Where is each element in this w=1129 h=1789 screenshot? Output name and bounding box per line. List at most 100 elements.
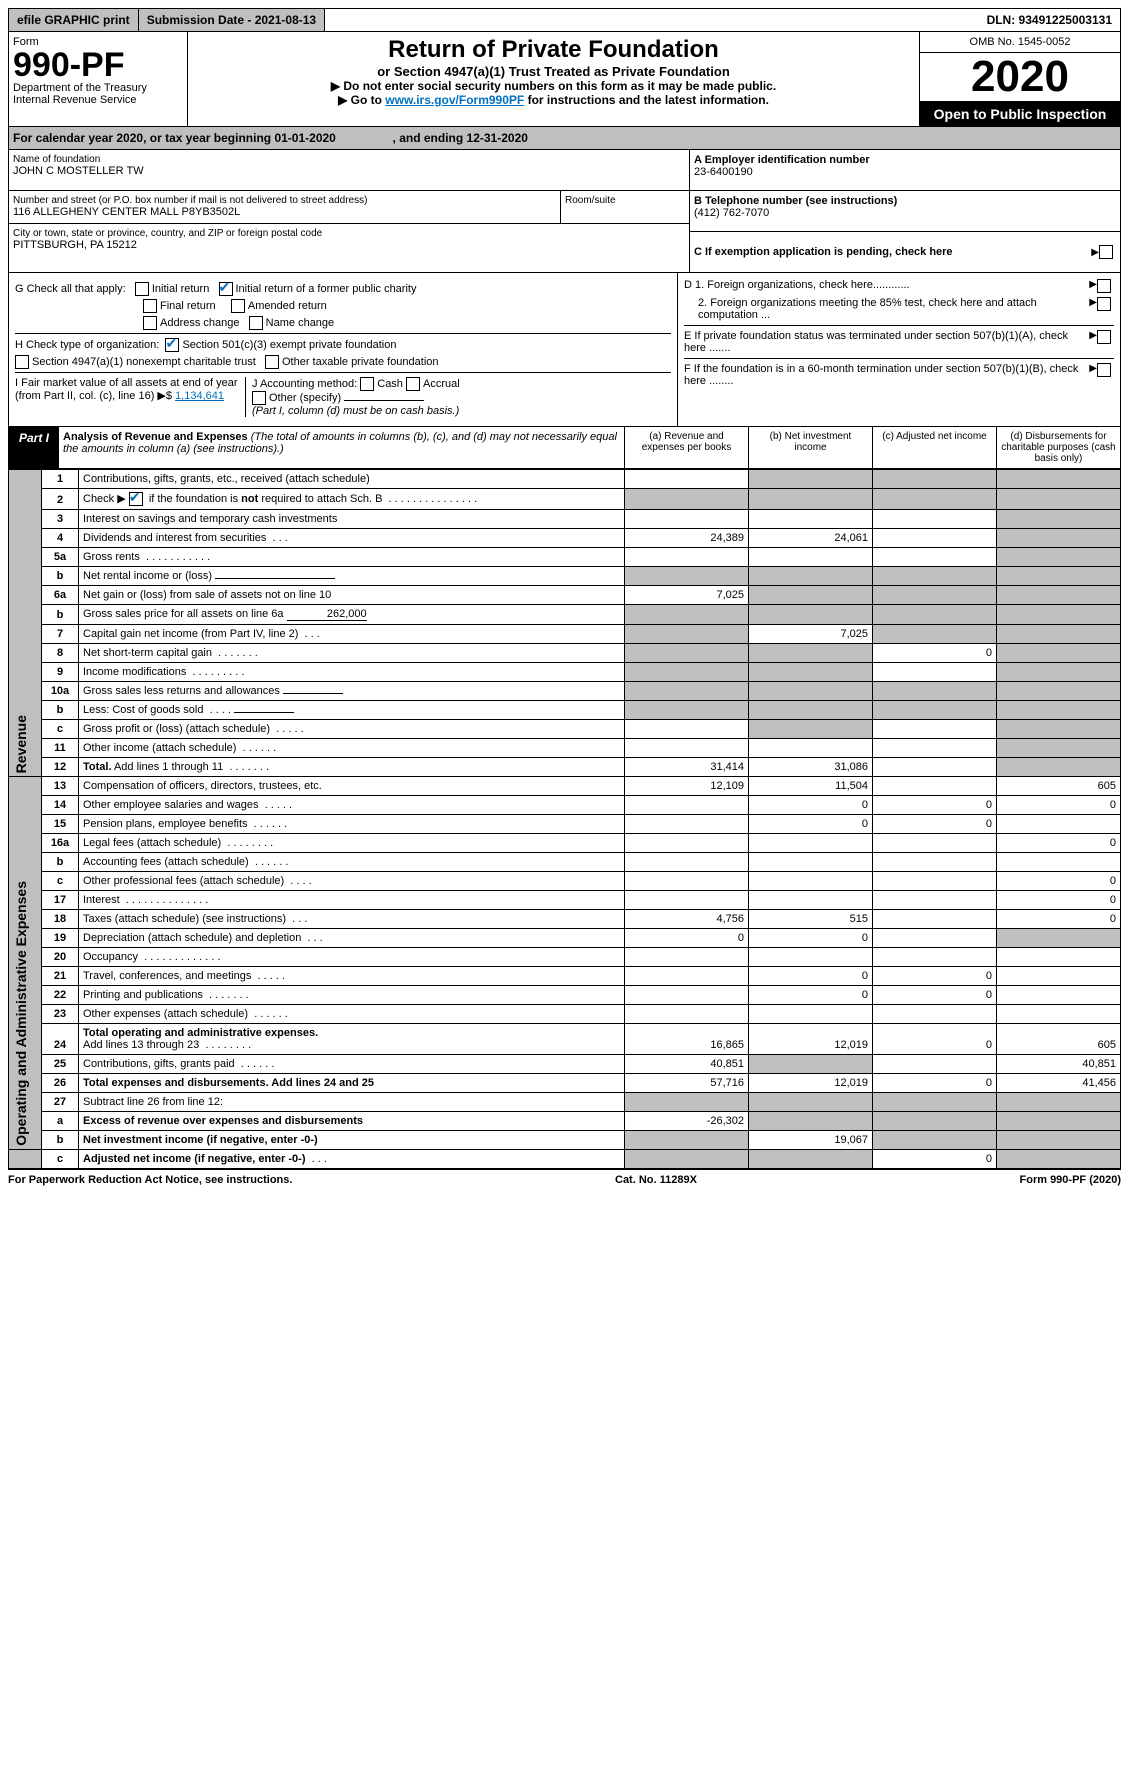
line-no: b — [42, 605, 79, 625]
other-taxable-label: Other taxable private foundation — [282, 356, 439, 368]
line-21-desc: Travel, conferences, and meetings . . . … — [79, 967, 625, 986]
line-25-a: 40,851 — [625, 1055, 749, 1074]
line-18-b: 515 — [749, 910, 873, 929]
d2-checkbox[interactable] — [1097, 297, 1111, 311]
d1-label: D 1. Foreign organizations, check here..… — [684, 279, 910, 291]
line-19-b: 0 — [749, 929, 873, 948]
line-no: c — [42, 1150, 79, 1169]
sec501-checkbox[interactable] — [165, 338, 179, 352]
line-no: c — [42, 720, 79, 739]
addr-label: Number and street (or P.O. box number if… — [13, 195, 556, 206]
open-inspection: Open to Public Inspection — [920, 102, 1120, 126]
form-header: Form 990-PF Department of the Treasury I… — [8, 32, 1121, 127]
instr-1: ▶ Do not enter social security numbers o… — [192, 79, 915, 93]
h-label: H Check type of organization: — [15, 339, 159, 351]
line-27b-b: 19,067 — [749, 1131, 873, 1150]
amended-return-checkbox[interactable] — [231, 299, 245, 313]
line-no: 16a — [42, 834, 79, 853]
line-21-b: 0 — [749, 967, 873, 986]
line-no: 22 — [42, 986, 79, 1005]
cash-checkbox[interactable] — [360, 377, 374, 391]
line-27-desc: Subtract line 26 from line 12: — [79, 1093, 625, 1112]
initial-former-checkbox[interactable] — [219, 282, 233, 296]
initial-return-checkbox[interactable] — [135, 282, 149, 296]
fmv-value[interactable]: 1,134,641 — [175, 390, 224, 402]
accrual-checkbox[interactable] — [406, 377, 420, 391]
line-6a-desc: Net gain or (loss) from sale of assets n… — [79, 586, 625, 605]
sec4947-label: Section 4947(a)(1) nonexempt charitable … — [32, 356, 256, 368]
line-26-desc: Total expenses and disbursements. Add li… — [79, 1074, 625, 1093]
schb-checkbox[interactable] — [129, 492, 143, 506]
part1-label: Part I — [9, 427, 59, 468]
e-checkbox[interactable] — [1097, 330, 1111, 344]
other-taxable-checkbox[interactable] — [265, 355, 279, 369]
line-no: 1 — [42, 470, 79, 489]
dept-label: Department of the Treasury — [13, 82, 183, 94]
name-change-checkbox[interactable] — [249, 316, 263, 330]
city-state-zip: PITTSBURGH, PA 15212 — [13, 239, 685, 251]
col-c-header: (c) Adjusted net income — [872, 427, 996, 468]
omb-number: OMB No. 1545-0052 — [920, 32, 1120, 53]
j-label: J Accounting method: — [252, 378, 357, 390]
line-no: 18 — [42, 910, 79, 929]
line-no: 24 — [42, 1024, 79, 1055]
expenses-side-label: Operating and Administrative Expenses — [13, 881, 29, 1146]
line-19-desc: Depreciation (attach schedule) and deple… — [79, 929, 625, 948]
d1-checkbox[interactable] — [1097, 279, 1111, 293]
line-26-d: 41,456 — [997, 1074, 1121, 1093]
name-change-label: Name change — [266, 317, 335, 329]
line-18-a: 4,756 — [625, 910, 749, 929]
line-13-a: 12,109 — [625, 777, 749, 796]
c-checkbox[interactable] — [1099, 245, 1113, 259]
arrow-icon: ▶ — [1091, 247, 1099, 258]
col-d-header: (d) Disbursements for charitable purpose… — [996, 427, 1120, 468]
line-26-c: 0 — [873, 1074, 997, 1093]
efile-button[interactable]: efile GRAPHIC print — [9, 9, 139, 31]
line-no: 13 — [42, 777, 79, 796]
cal-end: 12-31-2020 — [467, 131, 528, 145]
instr-2: ▶ Go to www.irs.gov/Form990PF for instru… — [192, 93, 915, 107]
final-return-checkbox[interactable] — [143, 299, 157, 313]
line-no: 2 — [42, 489, 79, 510]
name-label: Name of foundation — [13, 154, 685, 165]
part1-table: Revenue 1Contributions, gifts, grants, e… — [8, 469, 1121, 1169]
line-16c-d: 0 — [997, 872, 1121, 891]
line-no: 9 — [42, 663, 79, 682]
other-specify-checkbox[interactable] — [252, 391, 266, 405]
line-26-a: 57,716 — [625, 1074, 749, 1093]
foundation-name: JOHN C MOSTELLER TW — [13, 165, 685, 177]
line-24-b: 12,019 — [749, 1024, 873, 1055]
line-no: 19 — [42, 929, 79, 948]
j-note: (Part I, column (d) must be on cash basi… — [252, 405, 459, 417]
footer-mid: Cat. No. 11289X — [615, 1174, 697, 1186]
f-checkbox[interactable] — [1097, 363, 1111, 377]
line-no: 21 — [42, 967, 79, 986]
line-10b-desc: Less: Cost of goods sold . . . . — [79, 701, 625, 720]
line-18-d: 0 — [997, 910, 1121, 929]
line-13-b: 11,504 — [749, 777, 873, 796]
address-change-checkbox[interactable] — [143, 316, 157, 330]
tel-label: B Telephone number (see instructions) — [694, 195, 1116, 207]
submission-date: Submission Date - 2021-08-13 — [139, 9, 325, 31]
cal-pre: For calendar year 2020, or tax year begi… — [13, 131, 274, 145]
sec4947-checkbox[interactable] — [15, 355, 29, 369]
other-specify-label: Other (specify) — [269, 392, 341, 404]
line-no: 8 — [42, 644, 79, 663]
check-section: G Check all that apply: Initial return I… — [8, 273, 1121, 427]
line-21-c: 0 — [873, 967, 997, 986]
form-id-block: Form 990-PF Department of the Treasury I… — [9, 32, 188, 126]
line-4-desc: Dividends and interest from securities .… — [79, 529, 625, 548]
part1-header: Part I Analysis of Revenue and Expenses … — [8, 427, 1121, 469]
instructions-link[interactable]: www.irs.gov/Form990PF — [385, 93, 524, 107]
line-12-a: 31,414 — [625, 758, 749, 777]
line-3-desc: Interest on savings and temporary cash i… — [79, 510, 625, 529]
tel-value: (412) 762-7070 — [694, 207, 1116, 219]
line-24-c: 0 — [873, 1024, 997, 1055]
line-14-c: 0 — [873, 796, 997, 815]
line-no: 20 — [42, 948, 79, 967]
footer-right: Form 990-PF (2020) — [1020, 1174, 1122, 1186]
line-24-a: 16,865 — [625, 1024, 749, 1055]
line-no: c — [42, 872, 79, 891]
line-27c-c: 0 — [873, 1150, 997, 1169]
col-a-header: (a) Revenue and expenses per books — [624, 427, 748, 468]
